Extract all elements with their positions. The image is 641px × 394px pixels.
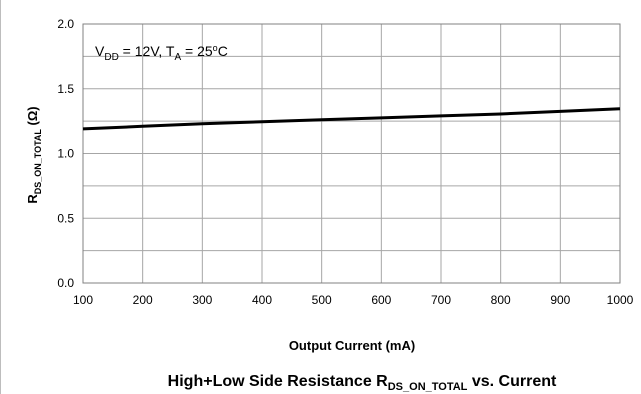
annotation-t-rest: = 25 <box>181 43 213 59</box>
x-tick-label: 300 <box>192 293 212 307</box>
y-tick-label: 0.5 <box>57 211 74 225</box>
x-tick-label: 600 <box>371 293 391 307</box>
annotation-v-rest: = 12V, T <box>119 43 175 59</box>
x-tick-label: 800 <box>491 293 511 307</box>
x-tick-labels: 100 200 300 400 500 600 700 800 900 1000 <box>73 293 634 307</box>
y-axis-title-subscript: DS_ON_TOTAL <box>33 129 43 195</box>
plot-frame <box>82 23 621 284</box>
caption-prefix: High+Low Side Resistance R <box>168 373 389 390</box>
annotation-t-subscript: A <box>174 52 181 63</box>
grid <box>83 24 620 283</box>
annotation-v: V <box>95 43 105 59</box>
y-tick-labels: 0.0 0.5 1.0 1.5 2.0 <box>57 17 74 290</box>
x-tick-label: 900 <box>550 293 570 307</box>
y-tick-label: 2.0 <box>57 17 74 31</box>
y-tick-label: 0.0 <box>57 276 74 290</box>
figure-caption: High+Low Side Resistance RDS_ON_TOTAL vs… <box>168 373 557 393</box>
x-tick-label: 500 <box>312 293 332 307</box>
left-border-rule <box>0 0 1 394</box>
x-tick-label: 100 <box>73 293 93 307</box>
y-tick-label: 1.5 <box>57 82 74 96</box>
x-tick-label: 200 <box>133 293 153 307</box>
x-tick-label: 1000 <box>607 293 634 307</box>
series-line <box>82 107 621 131</box>
annotation-degree: o <box>213 43 218 53</box>
x-axis-title: Output Current (mA) <box>289 338 415 353</box>
caption-subscript: DS_ON_TOTAL <box>388 381 468 393</box>
annotation-unit: C <box>218 43 228 59</box>
y-tick-label: 1.0 <box>57 147 74 161</box>
x-tick-label: 700 <box>431 293 451 307</box>
caption-suffix: vs. Current <box>467 373 557 390</box>
y-axis-title-main: R <box>25 194 40 204</box>
y-axis-title: RDS_ON_TOTAL (Ω) <box>25 106 43 203</box>
conditions-annotation: VDD = 12V, TA = 25oC <box>95 43 228 63</box>
y-axis-title-unit: (Ω) <box>25 106 40 129</box>
annotation-v-subscript: DD <box>104 52 118 63</box>
x-tick-label: 400 <box>252 293 272 307</box>
series-layer <box>82 107 621 131</box>
